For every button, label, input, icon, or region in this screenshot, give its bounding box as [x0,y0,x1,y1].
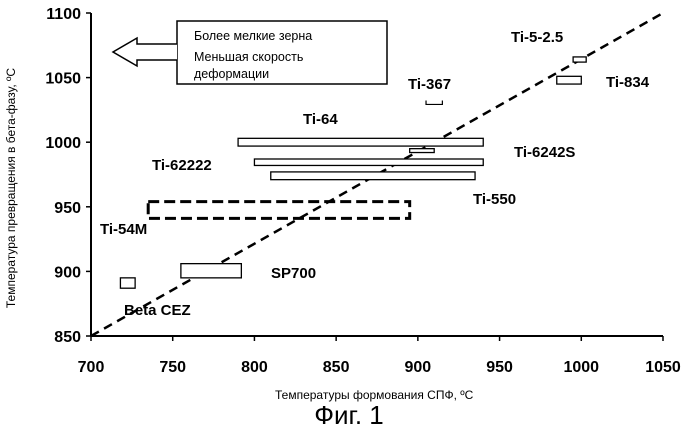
range-bar-ti-5-2-5 [573,57,586,62]
legend-line-1: Более мелкие зерна [194,29,312,43]
alloy-label-sp700: SP700 [271,265,316,282]
y-tick-label: 1050 [45,71,81,88]
alloy-label-ti-62222: Ti-62222 [152,157,212,174]
range-bar-sp700 [181,264,241,278]
range-bar-beta-cez [120,278,135,288]
range-bar-ti-62222 [254,159,483,165]
x-tick-label: 1000 [563,359,599,376]
y-tick-label: 1100 [46,6,81,23]
x-tick-label: 750 [159,359,186,376]
x-tick-label: 700 [78,359,105,376]
alloy-label-ti-6242s: Ti-6242S [514,144,575,161]
range-bar-ti-64 [238,138,483,146]
alloy-label-ti-64: Ti-64 [303,111,338,128]
x-tick-label: 1050 [645,359,681,376]
alloy-label-ti-5-2-5: Ti-5-2.5 [511,29,563,46]
legend: Более мелкие зерна Меньшая скорость дефо… [113,21,387,84]
x-tick-label: 900 [405,359,432,376]
alloy-label-ti-834: Ti-834 [606,74,650,91]
y-tick-label: 950 [54,200,81,217]
x-tick-label: 950 [486,359,513,376]
range-bar-ti-54m [148,202,409,219]
range-bar-ti-834 [557,76,582,84]
y-tick-label: 1000 [45,135,81,152]
arrow-left-icon [113,38,177,66]
range-bar-ti-367 [426,100,442,104]
range-bar-ti-6242s [410,149,435,153]
y-axis-title: Температура превращения в бета-фазу, ºC [4,68,18,309]
y-tick-label: 900 [54,264,81,281]
y-tick-label: 850 [54,329,81,346]
figure-caption: Фиг. 1 [314,400,384,430]
alloy-label-ti-367: Ti-367 [408,76,451,93]
alloy-label-ti-54m: Ti-54M [100,221,147,238]
alloy-label-ti-550: Ti-550 [473,191,516,208]
legend-line-2: Меньшая скорость [194,50,303,64]
x-tick-label: 850 [323,359,350,376]
alloy-label-beta-cez: Beta CEZ [124,302,191,319]
x-tick-label: 800 [241,359,268,376]
legend-line-3: деформации [194,67,269,81]
range-bar-ti-550 [271,172,475,180]
